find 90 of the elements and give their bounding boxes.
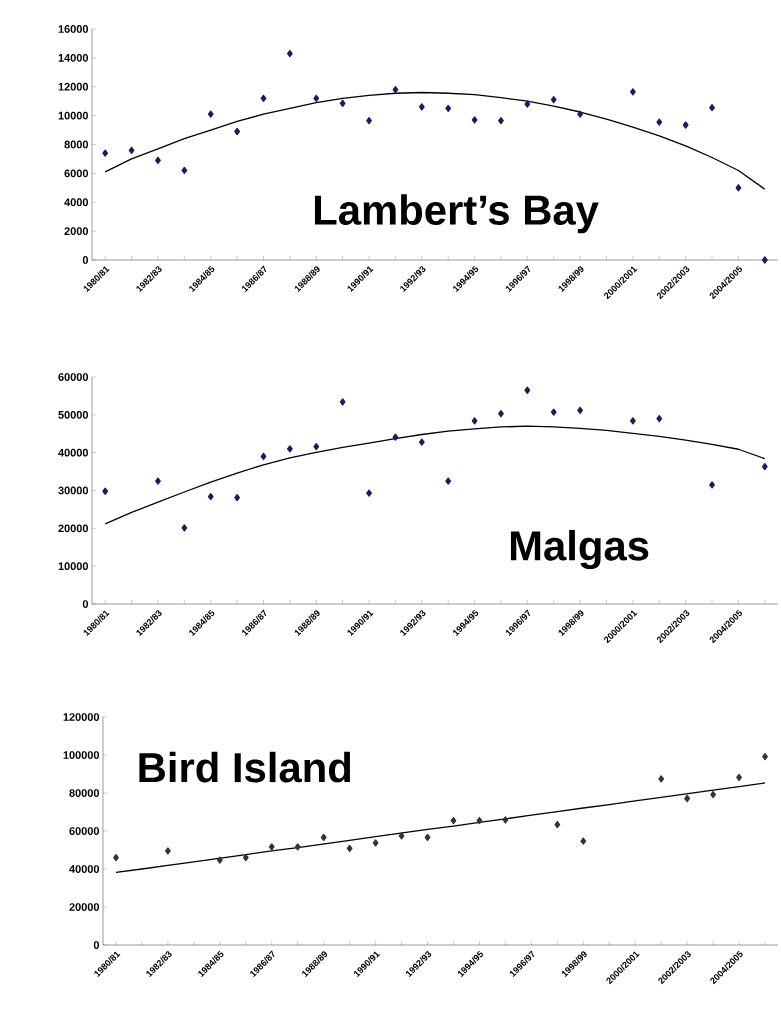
point bbox=[577, 110, 584, 118]
point bbox=[580, 837, 587, 845]
point bbox=[260, 94, 267, 102]
point bbox=[260, 452, 267, 461]
point bbox=[155, 477, 161, 485]
point bbox=[234, 494, 241, 502]
y-tick-label: 20000 bbox=[58, 524, 89, 533]
point bbox=[286, 445, 293, 453]
y-tick-label: 10000 bbox=[58, 111, 89, 120]
point bbox=[320, 833, 327, 842]
point bbox=[181, 524, 188, 532]
point bbox=[418, 103, 425, 111]
y-tick-label: 40000 bbox=[69, 865, 100, 873]
point bbox=[761, 463, 768, 471]
point bbox=[128, 146, 135, 154]
point bbox=[524, 100, 531, 108]
y-tick-label: 6000 bbox=[64, 169, 89, 178]
point bbox=[554, 820, 561, 829]
point bbox=[181, 166, 188, 175]
y-tick-label: 8000 bbox=[64, 140, 89, 149]
point bbox=[471, 116, 478, 124]
point bbox=[207, 492, 214, 501]
point bbox=[424, 833, 431, 842]
point bbox=[550, 96, 557, 104]
point bbox=[339, 99, 346, 107]
point bbox=[102, 149, 109, 157]
point bbox=[577, 406, 584, 414]
y-tick-label: 0 bbox=[93, 941, 100, 949]
y-tick-label: 60000 bbox=[69, 827, 100, 835]
point bbox=[658, 775, 665, 783]
point bbox=[445, 104, 452, 113]
point bbox=[502, 816, 509, 824]
point bbox=[550, 408, 557, 416]
point bbox=[398, 832, 405, 840]
point bbox=[165, 847, 171, 855]
y-tick-label: 12000 bbox=[58, 82, 89, 91]
point bbox=[294, 843, 301, 851]
y-tick-label: 40000 bbox=[58, 448, 89, 457]
point bbox=[735, 184, 742, 192]
point bbox=[346, 844, 353, 853]
point bbox=[366, 489, 372, 497]
point bbox=[418, 438, 425, 446]
point bbox=[445, 477, 452, 485]
y-tick-label: 4000 bbox=[64, 198, 89, 207]
point bbox=[656, 414, 663, 423]
y-tick-label: 2000 bbox=[64, 227, 89, 235]
point bbox=[216, 856, 223, 864]
point bbox=[524, 386, 531, 394]
point bbox=[656, 118, 663, 126]
point bbox=[761, 256, 768, 264]
point bbox=[471, 417, 478, 425]
text: Malgas bbox=[510, 529, 649, 570]
point bbox=[102, 487, 109, 495]
point bbox=[268, 843, 275, 851]
point bbox=[476, 816, 483, 825]
point bbox=[498, 410, 504, 418]
text: Lambert’s Bay bbox=[314, 194, 599, 234]
y-tick-label: 0 bbox=[82, 256, 89, 264]
point bbox=[313, 94, 320, 102]
point bbox=[392, 433, 399, 441]
point bbox=[450, 816, 457, 825]
text: Bird Island bbox=[139, 751, 351, 783]
y-tick-label: 60000 bbox=[58, 373, 89, 381]
point bbox=[313, 442, 320, 451]
line-series bbox=[104, 425, 766, 525]
y-tick-label: 20000 bbox=[69, 903, 100, 911]
y-tick-label: 80000 bbox=[69, 789, 100, 797]
y-tick-label: 14000 bbox=[58, 54, 89, 62]
point bbox=[286, 49, 293, 58]
y-tick-label: 30000 bbox=[58, 486, 89, 495]
point bbox=[682, 121, 689, 129]
point bbox=[498, 117, 504, 125]
point bbox=[372, 839, 379, 847]
point bbox=[629, 88, 636, 96]
point bbox=[242, 853, 249, 862]
point bbox=[684, 794, 691, 803]
point bbox=[629, 417, 636, 425]
y-tick-label: 16000 bbox=[58, 25, 89, 33]
y-tick-label: 10000 bbox=[58, 562, 89, 571]
y-tick-label: 100000 bbox=[63, 751, 100, 759]
y-tick-label: 0 bbox=[82, 600, 89, 608]
point bbox=[709, 104, 715, 112]
point bbox=[366, 117, 372, 125]
point bbox=[392, 85, 399, 94]
point bbox=[339, 398, 346, 406]
y-tick-label: 120000 bbox=[63, 713, 100, 721]
y-tick-label: 50000 bbox=[58, 410, 89, 419]
point bbox=[207, 110, 214, 118]
point bbox=[709, 481, 715, 489]
point bbox=[234, 127, 241, 136]
